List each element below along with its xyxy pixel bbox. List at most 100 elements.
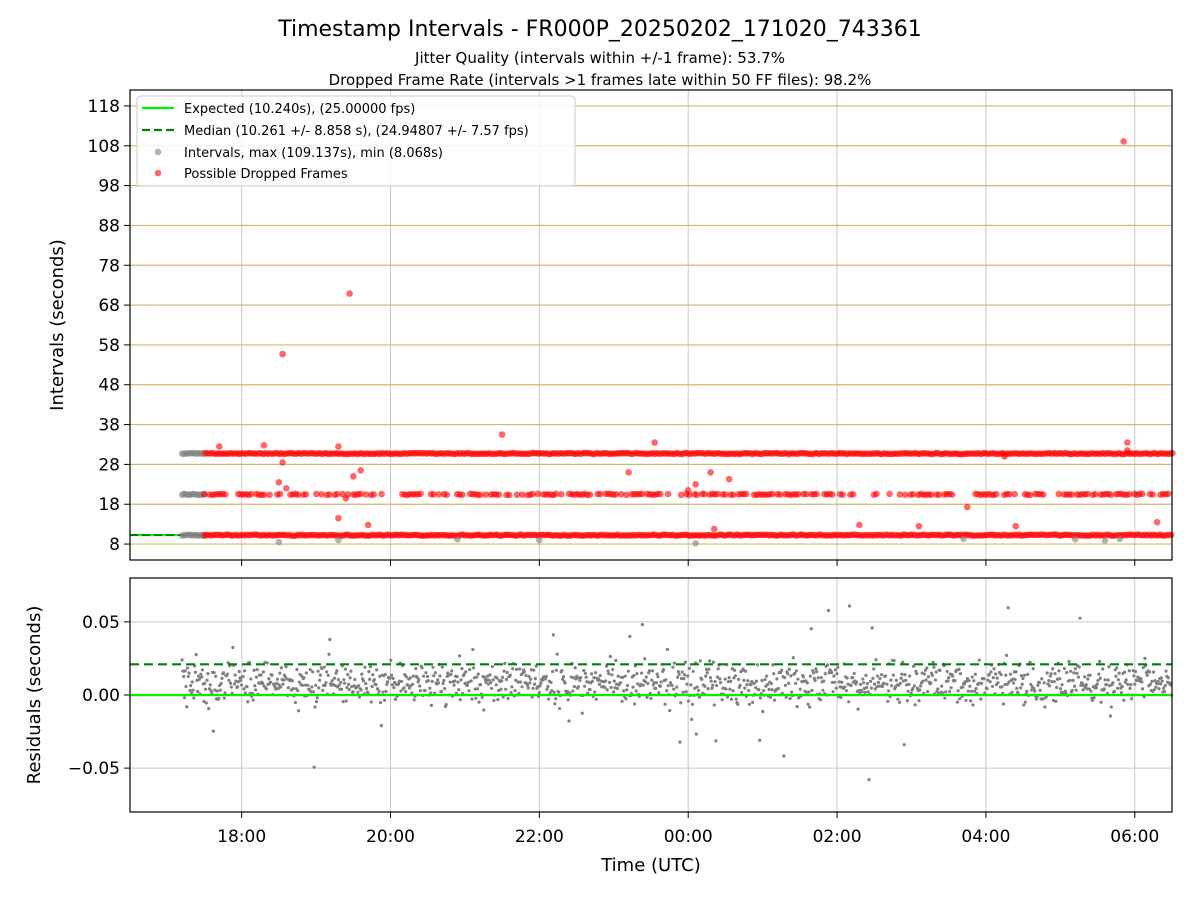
- dropped-frame-point: [586, 491, 594, 498]
- residual-point: [438, 674, 442, 678]
- residual-point: [500, 679, 504, 683]
- residual-point: [1102, 687, 1106, 691]
- residual-point: [758, 696, 763, 700]
- residual-point: [323, 683, 327, 688]
- residual-point: [1011, 677, 1015, 681]
- residual-point: [718, 677, 722, 681]
- residual-point: [560, 668, 564, 673]
- residual-point: [1049, 672, 1053, 676]
- residuals-y-tick-label: 0.00: [82, 686, 120, 706]
- residual-point: [313, 705, 317, 709]
- residual-point: [464, 670, 468, 674]
- residual-point: [798, 687, 802, 691]
- intervals-y-tick-label: 18: [98, 495, 120, 515]
- residual-point: [733, 668, 737, 672]
- dropped-frame-point: [505, 491, 513, 499]
- residual-point: [808, 705, 812, 709]
- residual-point: [681, 690, 685, 694]
- residual-point: [808, 674, 813, 678]
- residual-point: [905, 699, 909, 703]
- residual-point: [513, 689, 517, 693]
- legend-dropped-label: Possible Dropped Frames: [184, 167, 348, 182]
- residual-point: [1029, 682, 1033, 687]
- residual-point: [1006, 606, 1010, 610]
- residual-point: [470, 697, 474, 701]
- residual-point: [708, 676, 712, 680]
- residual-point: [489, 680, 493, 685]
- residual-point: [185, 666, 190, 670]
- residual-point: [1008, 672, 1013, 676]
- residual-point: [489, 686, 494, 691]
- residual-point: [747, 688, 751, 693]
- residual-point: [671, 665, 675, 669]
- x-tick-label: 04:00: [961, 827, 1010, 847]
- residual-point: [225, 672, 230, 676]
- residual-point: [755, 663, 759, 667]
- residual-point: [1094, 686, 1099, 690]
- dropped-frame-outlier-point: [625, 469, 632, 476]
- residual-point: [236, 680, 240, 684]
- residual-point: [344, 699, 348, 703]
- residual-point: [321, 688, 325, 692]
- residual-point: [1126, 682, 1130, 686]
- residual-point: [533, 676, 537, 681]
- residual-point: [1086, 677, 1090, 681]
- residual-point: [918, 688, 922, 692]
- intervals-plot-frame: [129, 89, 1173, 561]
- residual-point: [1133, 682, 1137, 686]
- residual-point: [476, 672, 480, 676]
- residual-point: [501, 695, 505, 699]
- residual-point: [276, 686, 280, 691]
- residual-point: [1164, 669, 1168, 673]
- residual-point: [640, 671, 644, 675]
- residual-point: [894, 678, 898, 682]
- residual-point: [312, 765, 316, 769]
- residual-point: [670, 683, 674, 688]
- residual-point: [385, 682, 389, 686]
- residual-point: [491, 678, 495, 682]
- residual-point: [819, 676, 823, 680]
- dropped-frame-point: [318, 491, 325, 498]
- residual-point: [1088, 673, 1092, 677]
- residual-point: [482, 708, 486, 712]
- figure-subtitle-jitter: Jitter Quality (intervals within +/-1 fr…: [414, 49, 785, 67]
- dropped-frame-point: [802, 490, 810, 498]
- residual-point: [836, 665, 840, 669]
- residual-point: [300, 674, 304, 678]
- dropped-frame-point: [558, 490, 565, 498]
- dropped-frame-point: [266, 491, 273, 499]
- residual-point: [561, 677, 565, 681]
- interval-outlier-point: [1116, 535, 1124, 543]
- residual-point: [987, 672, 991, 677]
- residual-point: [843, 685, 847, 689]
- residual-point: [892, 658, 896, 663]
- residual-point: [614, 658, 618, 663]
- residual-point: [218, 688, 222, 692]
- residual-point: [353, 677, 357, 682]
- dropped-frame-point: [1138, 490, 1146, 498]
- residual-point: [402, 686, 406, 690]
- residual-point: [306, 683, 310, 687]
- residual-point: [552, 690, 556, 694]
- residual-point: [486, 674, 490, 678]
- residual-point: [991, 676, 995, 680]
- residual-point: [769, 681, 773, 686]
- dropped-frame-point: [839, 491, 846, 498]
- interval-outlier-point: [960, 535, 967, 543]
- residual-point: [349, 669, 353, 673]
- residual-point: [606, 669, 610, 673]
- residual-point: [872, 667, 876, 671]
- residual-point: [196, 689, 200, 694]
- residual-point: [423, 688, 427, 693]
- residual-point: [524, 673, 528, 678]
- residual-point: [404, 689, 408, 694]
- residual-point: [1095, 682, 1099, 686]
- residual-point: [506, 696, 510, 701]
- residual-point: [1057, 669, 1061, 673]
- residual-point: [572, 684, 577, 689]
- residual-point: [618, 681, 623, 685]
- residual-point: [492, 698, 496, 703]
- dropped-frame-point: [935, 491, 943, 498]
- residual-point: [231, 645, 235, 650]
